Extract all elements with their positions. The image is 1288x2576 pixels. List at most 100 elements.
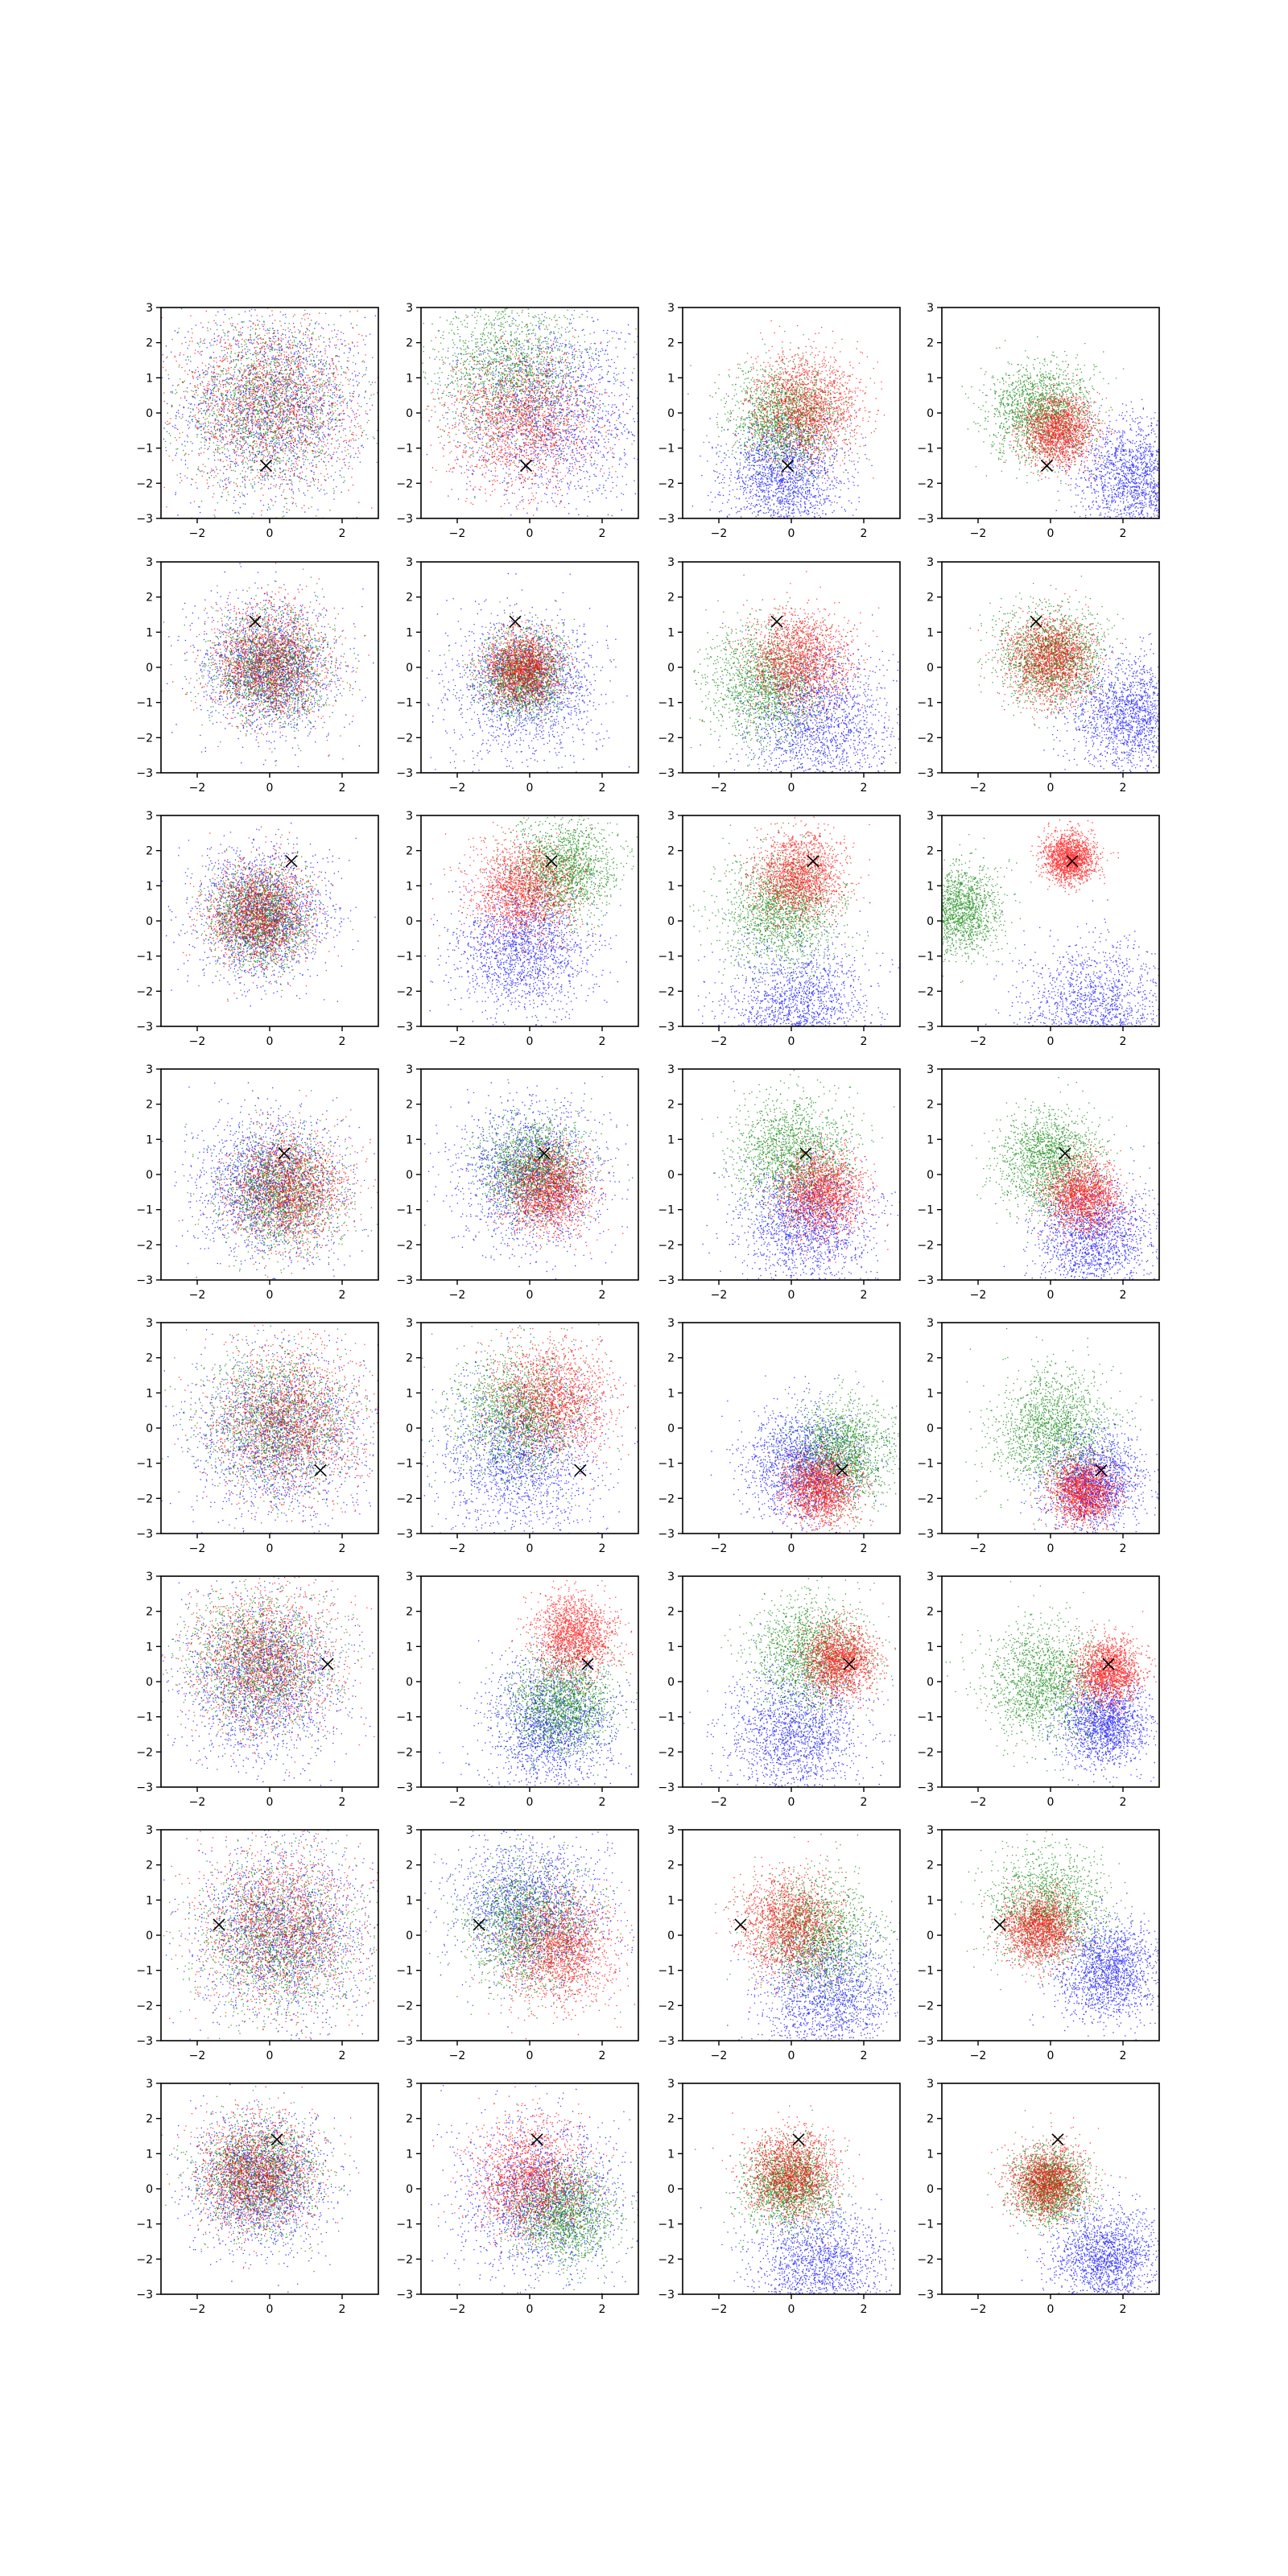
series-blue-r5-c1 [161,1329,379,1534]
x-marker-r5-c1 [315,1464,326,1476]
x-tick-label: 0 [526,1035,534,1048]
y-tick-label: −3 [136,1528,153,1541]
y-tick-label: 2 [667,2113,675,2126]
y-tick-label: −2 [396,1492,413,1505]
y-tick-label: 1 [927,1133,934,1146]
y-tick-label: 0 [146,2183,153,2196]
y-tick-label: 1 [927,1894,934,1907]
series-red-r5-c4 [1030,1442,1141,1534]
y-tick-label: −2 [396,477,413,490]
y-tick-label: 1 [667,880,675,893]
x-tick-label: 2 [861,1542,868,1555]
x-tick-label: 2 [861,2050,868,2062]
y-tick-label: 2 [927,592,934,605]
series-blue-r1-c2 [427,311,639,519]
x-tick-label: 2 [861,1289,868,1302]
y-tick-label: −1 [658,951,675,964]
x-tick-label: −2 [189,1289,206,1302]
x-tick-label: 0 [266,527,274,540]
y-tick-label: 0 [927,1676,934,1689]
x-tick-label: 0 [526,2050,534,2062]
y-tick-label: 2 [927,845,934,858]
y-tick-label: 0 [406,1169,413,1182]
x-tick-label: 2 [1120,1796,1127,1809]
y-tick-label: 2 [146,592,153,605]
y-tick-label: 3 [667,1571,675,1583]
y-tick-label: −2 [136,1492,153,1505]
x-tick-label: 0 [266,2050,274,2062]
y-tick-label: −1 [136,697,153,710]
x-tick-label: 0 [788,2050,795,2062]
x-tick-label: −2 [189,527,206,540]
series-blue-r2-c1 [167,563,374,767]
x-tick-label: 0 [526,782,534,795]
x-tick-label: −2 [449,782,466,795]
x-tick-label: 0 [1047,782,1055,795]
x-tick-label: 0 [266,1542,274,1555]
x-tick-label: −2 [970,782,987,795]
series-green-r4-c2 [438,1080,633,1257]
x-tick-label: 0 [266,2303,274,2316]
series-green-r5-c1 [162,1326,379,1529]
x-marker-r2-c4 [1030,616,1042,627]
x-tick-label: 0 [1047,2050,1055,2062]
series-blue-r2-c2 [427,573,630,774]
y-tick-label: 3 [927,1571,934,1583]
x-tick-label: 2 [599,782,606,795]
x-tick-label: −2 [970,2050,987,2062]
y-tick-label: 0 [406,407,413,420]
y-tick-label: 1 [927,880,934,893]
x-marker-r1-c1 [261,460,272,472]
y-tick-label: 0 [406,1422,413,1435]
y-tick-label: 1 [406,880,413,893]
series-red-r4-c1 [179,1096,378,1278]
x-tick-label: 0 [526,527,534,540]
y-tick-label: 2 [667,337,675,350]
series-red-r3-c2 [431,819,597,975]
y-tick-label: −1 [136,1458,153,1471]
x-tick-label: −2 [711,1542,728,1555]
y-tick-label: 3 [406,1824,413,1837]
x-tick-label: −2 [189,782,206,795]
y-tick-label: 1 [406,372,413,385]
x-tick-label: 0 [788,1035,795,1048]
y-tick-label: 1 [406,2148,413,2161]
x-tick-label: 0 [788,1796,795,1809]
x-tick-label: 2 [1120,1035,1127,1048]
series-red-r7-c2 [472,1847,639,2039]
y-tick-label: 0 [406,1676,413,1689]
y-tick-label: −1 [658,697,675,710]
x-tick-label: 2 [1120,1542,1127,1555]
y-tick-label: −1 [396,1965,413,1978]
y-tick-label: −3 [396,1781,413,1794]
y-tick-label: 0 [667,1169,675,1182]
x-tick-label: 0 [788,782,795,795]
x-tick-label: −2 [189,1035,206,1048]
x-tick-label: −2 [711,527,728,540]
y-tick-label: 2 [406,2113,413,2126]
x-tick-label: −2 [711,2303,728,2316]
y-tick-label: 1 [927,626,934,639]
y-tick-label: 2 [146,845,153,858]
x-tick-label: 2 [1120,2303,1127,2316]
y-tick-label: 0 [667,407,675,420]
series-red-r6-c3 [768,1604,896,1717]
y-tick-label: −1 [917,951,934,964]
x-tick-label: 2 [861,782,868,795]
y-tick-label: 3 [927,810,934,823]
y-tick-label: −2 [396,1239,413,1252]
y-tick-label: −3 [136,1781,153,1794]
x-tick-label: −2 [449,1035,466,1048]
y-tick-label: 2 [406,1860,413,1872]
x-tick-label: −2 [711,1035,728,1048]
x-tick-label: 2 [861,1035,868,1048]
